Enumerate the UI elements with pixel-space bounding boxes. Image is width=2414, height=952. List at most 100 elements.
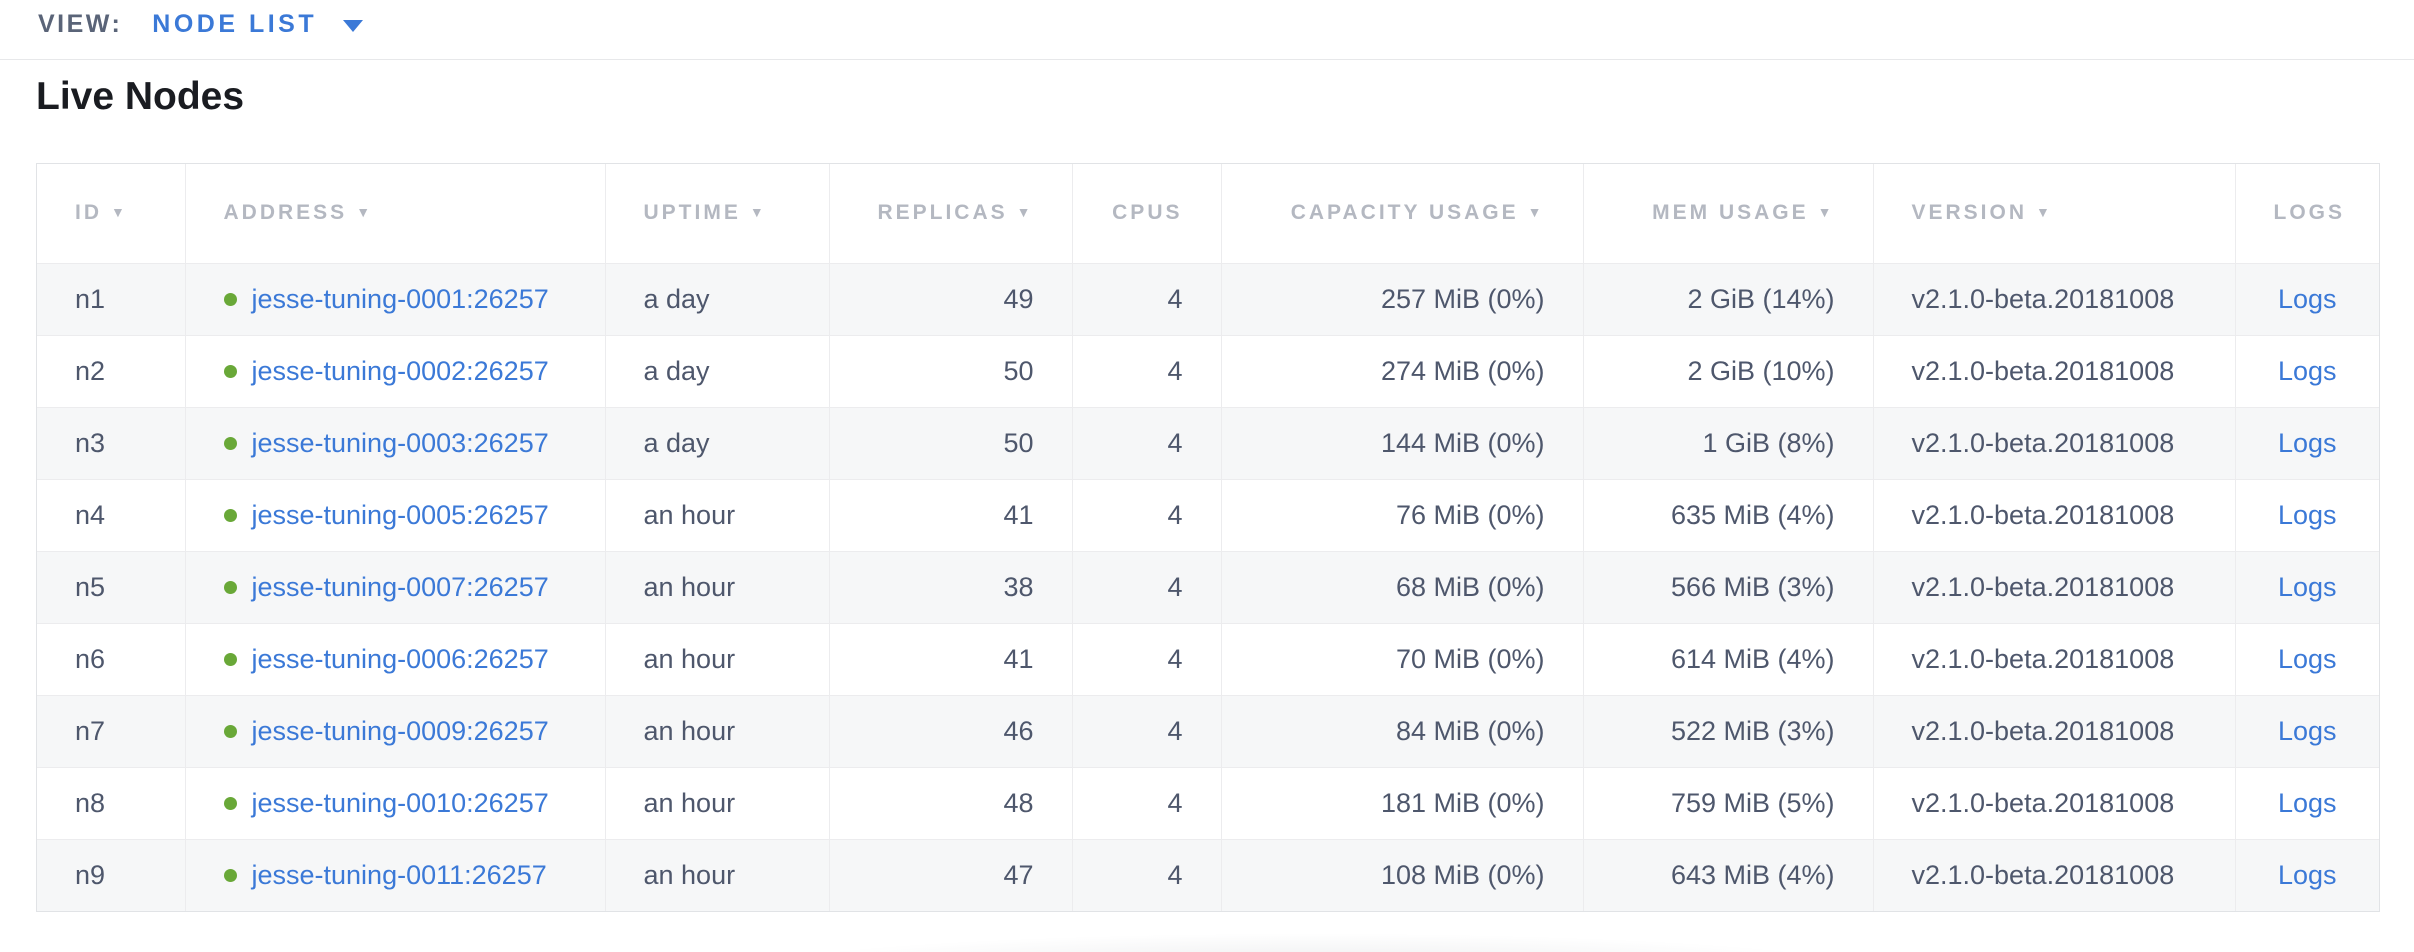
node-logs-link[interactable]: Logs [2277, 571, 2337, 602]
cell-id: n8 [37, 766, 186, 839]
cell-version: v2.1.0-beta.20181008 [1873, 406, 2236, 479]
node-row-n5: n5 jesse-tuning-0007:26257 an hour 38 4 68 Mi… [37, 550, 2379, 623]
view-selected-value: NODE LIST [152, 10, 318, 38]
node-live-status-dot-icon [223, 868, 237, 882]
cell-uptime: an hour [605, 478, 830, 551]
cell-logs: Logs [2235, 334, 2379, 407]
node-address-link[interactable]: jesse-tuning-0002:26257 [251, 355, 549, 386]
table-header-row: ID ▼ ADDRESS ▼ UPTIME ▼ REPLICAS ▼ CPUS CAPACITY … [37, 164, 2379, 263]
cell-version: v2.1.0-beta.20181008 [1873, 478, 2236, 551]
col-header-label: LOGS [2273, 201, 2346, 225]
node-logs-link[interactable]: Logs [2277, 643, 2337, 674]
cell-address: jesse-tuning-0005:26257 [185, 478, 606, 551]
nodes-table-body: n1 jesse-tuning-0001:26257 a day 49 4 257 MiB… [37, 262, 2379, 911]
cell-uptime: an hour [605, 766, 830, 839]
col-header-address[interactable]: ADDRESS ▼ [185, 164, 606, 263]
cell-address: jesse-tuning-0001:26257 [185, 262, 606, 335]
cell-replicas: 50 [829, 406, 1073, 479]
cell-id: n4 [37, 478, 186, 551]
cell-cpus: 4 [1072, 550, 1222, 623]
cell-replicas: 41 [829, 478, 1073, 551]
col-header-version[interactable]: VERSION ▼ [1873, 164, 2236, 263]
cell-cpus: 4 [1072, 406, 1222, 479]
cell-version: v2.1.0-beta.20181008 [1873, 334, 2236, 407]
col-header-id[interactable]: ID ▼ [37, 164, 186, 263]
cell-replicas: 49 [829, 262, 1073, 335]
page-bottom-shadow [470, 918, 2000, 952]
sort-desc-icon: ▼ [356, 204, 374, 221]
node-live-status-dot-icon [223, 292, 237, 306]
cell-capacity: 70 MiB (0%) [1221, 622, 1584, 695]
sort-desc-icon: ▼ [2036, 204, 2053, 221]
cell-id: n2 [37, 334, 186, 407]
node-address-link[interactable]: jesse-tuning-0003:26257 [251, 427, 549, 458]
cell-cpus: 4 [1072, 622, 1222, 695]
col-header-label: CAPACITY USAGE [1290, 201, 1519, 225]
node-live-status-dot-icon [223, 580, 237, 594]
node-logs-link[interactable]: Logs [2277, 787, 2337, 818]
cell-logs: Logs [2235, 406, 2379, 479]
cell-capacity: 84 MiB (0%) [1221, 694, 1584, 767]
col-header-label: ADDRESS [223, 201, 348, 225]
cell-uptime: an hour [605, 838, 830, 911]
cell-address: jesse-tuning-0006:26257 [185, 622, 606, 695]
col-header-label: VERSION [1911, 201, 2028, 225]
cell-mem: 635 MiB (4%) [1583, 478, 1874, 551]
cell-replicas: 47 [829, 838, 1073, 911]
cell-id: n6 [37, 622, 186, 695]
col-header-capacity[interactable]: CAPACITY USAGE ▼ [1221, 164, 1584, 263]
cell-cpus: 4 [1072, 694, 1222, 767]
cell-logs: Logs [2235, 478, 2379, 551]
node-logs-link[interactable]: Logs [2277, 859, 2337, 890]
cell-replicas: 46 [829, 694, 1073, 767]
node-live-status-dot-icon [223, 652, 237, 666]
node-row-n4: n4 jesse-tuning-0005:26257 an hour 41 4 76 Mi… [37, 478, 2379, 551]
node-logs-link[interactable]: Logs [2277, 499, 2337, 530]
cell-mem: 2 GiB (10%) [1583, 334, 1874, 407]
node-address-link[interactable]: jesse-tuning-0006:26257 [251, 643, 549, 674]
cell-address: jesse-tuning-0011:26257 [185, 838, 606, 911]
node-logs-link[interactable]: Logs [2277, 283, 2337, 314]
cell-logs: Logs [2235, 550, 2379, 623]
node-address-link[interactable]: jesse-tuning-0005:26257 [251, 499, 549, 530]
view-dropdown[interactable]: NODE LIST [152, 9, 364, 39]
cell-version: v2.1.0-beta.20181008 [1873, 622, 2236, 695]
node-row-n2: n2 jesse-tuning-0002:26257 a day 50 4 274 MiB… [37, 334, 2379, 407]
cell-id: n3 [37, 406, 186, 479]
node-address-link[interactable]: jesse-tuning-0011:26257 [251, 859, 547, 890]
view-label: VIEW: [38, 10, 123, 38]
cell-uptime: a day [605, 406, 830, 479]
node-address-link[interactable]: jesse-tuning-0001:26257 [251, 283, 549, 314]
cell-address: jesse-tuning-0010:26257 [185, 766, 606, 839]
cell-capacity: 274 MiB (0%) [1221, 334, 1584, 407]
cell-mem: 2 GiB (14%) [1583, 262, 1874, 335]
cell-logs: Logs [2235, 262, 2379, 335]
cell-capacity: 68 MiB (0%) [1221, 550, 1584, 623]
col-header-mem[interactable]: MEM USAGE ▼ [1583, 164, 1874, 263]
cell-replicas: 41 [829, 622, 1073, 695]
node-logs-link[interactable]: Logs [2277, 427, 2337, 458]
col-header-label: REPLICAS [877, 201, 1008, 225]
node-logs-link[interactable]: Logs [2277, 715, 2337, 746]
cell-version: v2.1.0-beta.20181008 [1873, 838, 2236, 911]
cell-cpus: 4 [1072, 334, 1222, 407]
cell-id: n9 [37, 838, 186, 911]
node-live-status-dot-icon [223, 364, 237, 378]
cell-address: jesse-tuning-0009:26257 [185, 694, 606, 767]
node-address-link[interactable]: jesse-tuning-0009:26257 [251, 715, 549, 746]
node-address-link[interactable]: jesse-tuning-0007:26257 [251, 571, 549, 602]
node-logs-link[interactable]: Logs [2277, 355, 2337, 386]
col-header-uptime[interactable]: UPTIME ▼ [605, 164, 830, 263]
col-header-replicas[interactable]: REPLICAS ▼ [829, 164, 1073, 263]
cell-id: n7 [37, 694, 186, 767]
cell-version: v2.1.0-beta.20181008 [1873, 694, 2236, 767]
col-header-label: MEM USAGE [1652, 201, 1809, 225]
node-row-n8: n8 jesse-tuning-0010:26257 an hour 48 4 181 M… [37, 766, 2379, 839]
node-address-link[interactable]: jesse-tuning-0010:26257 [251, 787, 549, 818]
cell-address: jesse-tuning-0002:26257 [185, 334, 606, 407]
cell-uptime: an hour [605, 622, 830, 695]
cell-replicas: 50 [829, 334, 1073, 407]
cell-capacity: 257 MiB (0%) [1221, 262, 1584, 335]
cell-version: v2.1.0-beta.20181008 [1873, 550, 2236, 623]
cell-replicas: 38 [829, 550, 1073, 623]
